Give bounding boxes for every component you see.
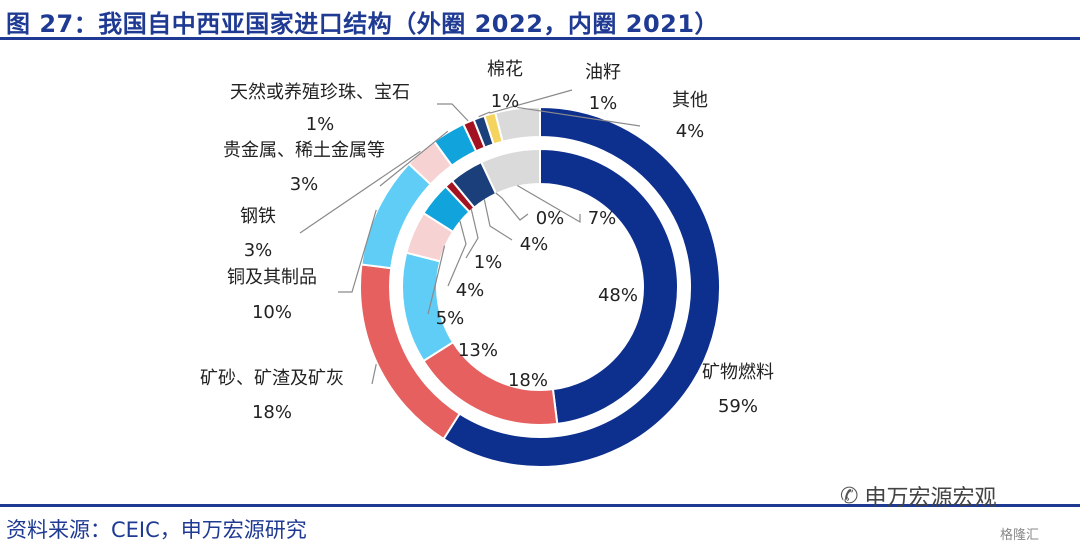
outer-leader-other — [517, 106, 641, 127]
outer-leader-pearls — [437, 103, 469, 122]
leader-lines — [299, 89, 641, 385]
inner-leader-cotton — [483, 199, 513, 241]
outer-category-label-ore: 矿砂、矿渣及矿灰 — [200, 368, 344, 389]
inner-value-label-cotton: 4% — [520, 234, 549, 255]
outer-value-label-cotton: 1% — [491, 91, 520, 112]
outer-category-label-steel: 钢铁 — [240, 206, 276, 227]
outer-value-label-steel: 3% — [244, 240, 273, 261]
outer-slice-fuel — [442, 105, 721, 468]
inner-leader-steel — [427, 245, 446, 315]
inner-value-label-precious-metals: 4% — [456, 280, 485, 301]
outer-value-label-precious-metals: 3% — [290, 174, 319, 195]
outer-value-label-ore: 18% — [252, 402, 292, 423]
source-note: 资料来源：CEIC，申万宏源研究 — [6, 518, 307, 542]
inner-ring-2021 — [401, 147, 679, 426]
outer-leader-ore — [371, 363, 377, 385]
outer-value-label-fuel: 59% — [718, 396, 758, 417]
outer-value-label-pearls: 1% — [306, 114, 335, 135]
inner-value-label-steel: 5% — [436, 308, 465, 329]
outer-leader-precious-metals — [379, 130, 449, 187]
watermark: ✆ 申万宏源宏观 — [840, 480, 996, 512]
outer-category-label-pearls: 天然或养殖珍珠、宝石 — [230, 81, 410, 103]
outer-leader-copper — [338, 209, 377, 293]
inner-value-label-fuel: 48% — [598, 285, 638, 306]
chart-title: 图 27：我国自中西亚国家进口结构（外圈 2022，内圈 2021） — [6, 10, 720, 38]
double-donut-chart: 矿物燃料 59% 矿砂、矿渣及矿灰 18% 铜及其制品 10% 钢铁 3% 贵金属、稀土金属等 3… — [200, 59, 774, 468]
inner-slice-fuel — [539, 147, 679, 426]
footer-divider — [0, 504, 1080, 507]
inner-leader-pearls — [465, 208, 479, 259]
outer-category-label-copper: 铜及其制品 — [227, 267, 317, 288]
outer-leader-cotton — [478, 111, 491, 118]
outer-category-label-other: 其他 — [672, 90, 708, 111]
outer-value-label-copper: 10% — [252, 302, 292, 323]
outer-value-label-oilseed: 1% — [589, 93, 618, 114]
data-labels: 矿物燃料 59% 矿砂、矿渣及矿灰 18% 铜及其制品 10% 钢铁 3% 贵金属、稀土金属等 3… — [200, 59, 774, 423]
inner-leader-precious-metals — [447, 220, 467, 287]
outer-leader-steel — [299, 150, 421, 234]
inner-value-label-oilseed: 0% — [536, 208, 565, 229]
watermark-text: 申万宏源宏观 — [864, 486, 997, 511]
inner-leader-other — [517, 184, 581, 224]
inner-value-label-other: 7% — [588, 208, 617, 229]
outer-category-label-precious-metals: 贵金属、稀土金属等 — [223, 140, 385, 161]
outer-slice-other — [494, 105, 541, 143]
inner-leader-oilseed — [495, 192, 529, 221]
outer-value-label-other: 4% — [676, 121, 705, 142]
outer-leader-oilseed — [489, 89, 573, 114]
watermark-logo: 格隆汇 — [1000, 528, 1040, 543]
inner-value-label-pearls: 1% — [474, 252, 503, 273]
title-divider — [0, 37, 1080, 40]
outer-category-label-fuel: 矿物燃料 — [702, 362, 774, 383]
outer-ring-2022 — [359, 105, 721, 468]
wechat-icon: ✆ — [840, 483, 859, 509]
outer-category-label-oilseed: 油籽 — [585, 62, 621, 83]
outer-category-label-cotton: 棉花 — [487, 59, 523, 80]
inner-value-label-copper: 13% — [458, 340, 498, 361]
inner-value-label-ore: 18% — [508, 370, 548, 391]
inner-slice-copper — [401, 251, 455, 363]
inner-slice-other — [479, 147, 541, 196]
